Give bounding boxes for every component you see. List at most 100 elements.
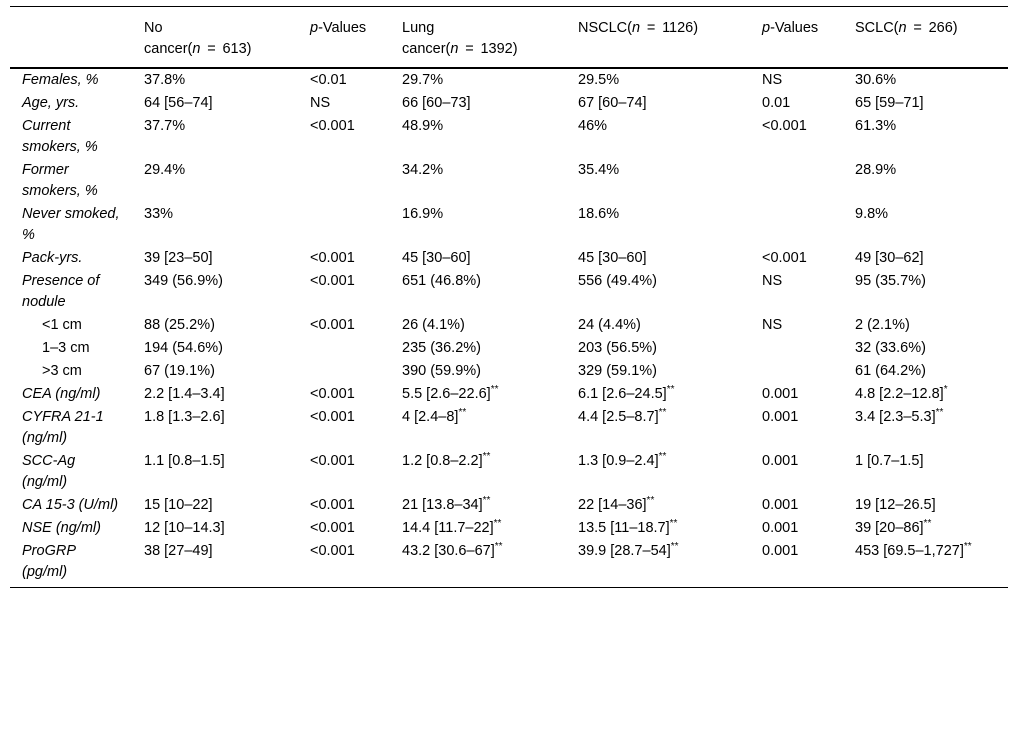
significance-marker: ** [458, 407, 467, 419]
cell-sclc: 61 (64.2%) [855, 363, 926, 379]
cell-sclc: 1 [0.7–1.5] [855, 453, 924, 469]
cell-pvalue-2: 0.001 [762, 497, 799, 513]
cell-lung-cancer: 26 (4.1%) [402, 317, 465, 333]
cell-pvalue-1 [298, 159, 390, 203]
cell-value: 6.1 [2.6–24.5] [578, 386, 667, 402]
cell-sclc: 39 [20–86]** [843, 517, 1008, 540]
cell-no-cancer: 2.2 [1.4–3.4] [144, 386, 225, 402]
row-label: CYFRA 21-1 (ng/ml) [22, 409, 104, 446]
row-label: Never smoked, % [22, 206, 120, 243]
cell-value: 43.2 [30.6–67] [402, 543, 495, 559]
header-pvalues-2-rest: -Values [770, 20, 819, 36]
cell-pvalue-2 [750, 203, 843, 247]
table-body: Females, % 37.8% <0.01 29.7% 29.5% NS 30… [10, 68, 1008, 588]
header-sclc-eq: = [913, 20, 922, 36]
cell-value: 14.4 [11.7–22] [402, 520, 494, 536]
cell-lung-cancer: 651 (46.8%) [402, 273, 481, 289]
cell-lung-cancer: 48.9% [402, 118, 444, 134]
row-label: Former smokers, % [22, 162, 98, 199]
header-lung-cancer: Lung cancer(n = 1392) [390, 7, 566, 69]
row-label: Presence of nodule [22, 273, 100, 310]
cell-nsclc: 39.9 [28.7–54]** [566, 540, 750, 588]
table-row: CA 15-3 (U/ml) 15 [10–22] <0.001 21 [13.… [10, 494, 1008, 517]
cell-sclc: 4.8 [2.2–12.8]* [843, 383, 1008, 406]
cell-pvalue-1 [298, 360, 390, 383]
cell-pvalue-1: <0.01 [310, 72, 347, 88]
cell-lung-cancer: 390 (59.9%) [402, 363, 481, 379]
cell-pvalue-2: NS [762, 72, 783, 88]
cell-value: 5.5 [2.6–22.6] [402, 386, 491, 402]
cell-pvalue-2: 0.001 [762, 409, 799, 425]
cell-no-cancer: 39 [23–50] [144, 250, 213, 266]
cell-lung-cancer: 43.2 [30.6–67]** [390, 540, 566, 588]
cell-pvalue-1: <0.001 [310, 520, 355, 536]
data-table: No cancer(n = 613) p-Values Lung cancer(n =… [10, 6, 1008, 588]
cell-nsclc: 556 (49.4%) [578, 273, 657, 289]
cell-no-cancer: 1.1 [0.8–1.5] [144, 453, 225, 469]
cell-pvalue-2 [750, 159, 843, 203]
header-lung-n: n [450, 41, 459, 57]
header-pvalues-2-p: p [762, 20, 771, 36]
cell-no-cancer: 67 (19.1%) [144, 363, 215, 379]
row-label-sub: 1–3 cm [42, 340, 90, 356]
cell-no-cancer: 33% [144, 206, 174, 222]
cell-lung-cancer: 29.7% [402, 72, 444, 88]
cell-nsclc: 67 [60–74] [578, 95, 647, 111]
table-row: ProGRP (pg/ml) 38 [27–49] <0.001 43.2 [3… [10, 540, 1008, 588]
cell-no-cancer: 37.8% [144, 72, 186, 88]
cell-pvalue-2: NS [762, 273, 783, 289]
cell-nsclc: 6.1 [2.6–24.5]** [566, 383, 750, 406]
cell-lung-cancer: 235 (36.2%) [402, 340, 481, 356]
row-label-sub: <1 cm [42, 317, 82, 333]
cell-nsclc: 45 [30–60] [578, 250, 647, 266]
cell-nsclc: 35.4% [578, 162, 620, 178]
significance-marker: ** [482, 495, 491, 507]
cell-no-cancer: 12 [10–14.3] [144, 520, 225, 536]
table-row: 1–3 cm 194 (54.6%) 235 (36.2%) 203 (56.5… [10, 337, 1008, 360]
cell-nsclc: 22 [14–36]** [566, 494, 750, 517]
cell-nsclc: 203 (56.5%) [578, 340, 657, 356]
cell-pvalue-2: 0.001 [762, 453, 799, 469]
header-lung-line2: cancer( [402, 41, 451, 57]
header-no-cancer: No cancer(n = 613) [132, 7, 298, 69]
cell-no-cancer: 64 [56–74] [144, 95, 213, 111]
header-nsclc-label: NSCLC( [578, 20, 632, 36]
significance-marker: ** [658, 407, 667, 419]
cell-lung-cancer: 4 [2.4–8]** [390, 406, 566, 450]
cell-nsclc: 18.6% [578, 206, 620, 222]
cell-pvalue-1: <0.001 [310, 409, 355, 425]
significance-marker: ** [490, 384, 499, 396]
cell-no-cancer: 29.4% [144, 162, 186, 178]
cell-nsclc: 1.3 [0.9–2.4]** [566, 450, 750, 494]
header-nsclc: NSCLC(n = 1126) [566, 7, 750, 69]
table-row: Presence of nodule 349 (56.9%) <0.001 65… [10, 270, 1008, 314]
row-label: ProGRP (pg/ml) [22, 543, 76, 580]
cell-lung-cancer: 66 [60–73] [402, 95, 471, 111]
row-label: SCC-Ag (ng/ml) [22, 453, 76, 490]
cell-sclc: 32 (33.6%) [855, 340, 926, 356]
cell-pvalue-1: <0.001 [310, 273, 355, 289]
row-label: NSE (ng/ml) [22, 520, 101, 536]
cell-sclc: 28.9% [855, 162, 897, 178]
header-nsclc-value: 1126) [662, 20, 699, 36]
cell-sclc: 3.4 [2.3–5.3]** [843, 406, 1008, 450]
cell-pvalue-1: NS [310, 95, 331, 111]
header-no-cancer-line1: No [144, 20, 163, 36]
row-label: Females, % [22, 72, 99, 88]
cell-nsclc: 46% [578, 118, 608, 134]
header-nsclc-eq: = [646, 20, 656, 36]
cell-nsclc: 13.5 [11–18.7]** [566, 517, 750, 540]
significance-marker: ** [923, 518, 932, 530]
cell-no-cancer: 37.7% [144, 118, 186, 134]
cell-sclc: 9.8% [855, 206, 889, 222]
header-row: No cancer(n = 613) p-Values Lung cancer(n =… [10, 6, 1008, 69]
table-header: No cancer(n = 613) p-Values Lung cancer(n =… [10, 6, 1008, 69]
cell-value: 4.4 [2.5–8.7] [578, 409, 659, 425]
cell-value: 39.9 [28.7–54] [578, 543, 671, 559]
cell-sclc: 65 [59–71] [855, 95, 924, 111]
cell-sclc: 61.3% [855, 118, 897, 134]
cell-pvalue-2: 0.01 [762, 95, 791, 111]
cell-value: 453 [69.5–1,727] [855, 543, 964, 559]
cell-nsclc: 29.5% [578, 72, 620, 88]
cell-no-cancer: 1.8 [1.3–2.6] [144, 409, 225, 425]
